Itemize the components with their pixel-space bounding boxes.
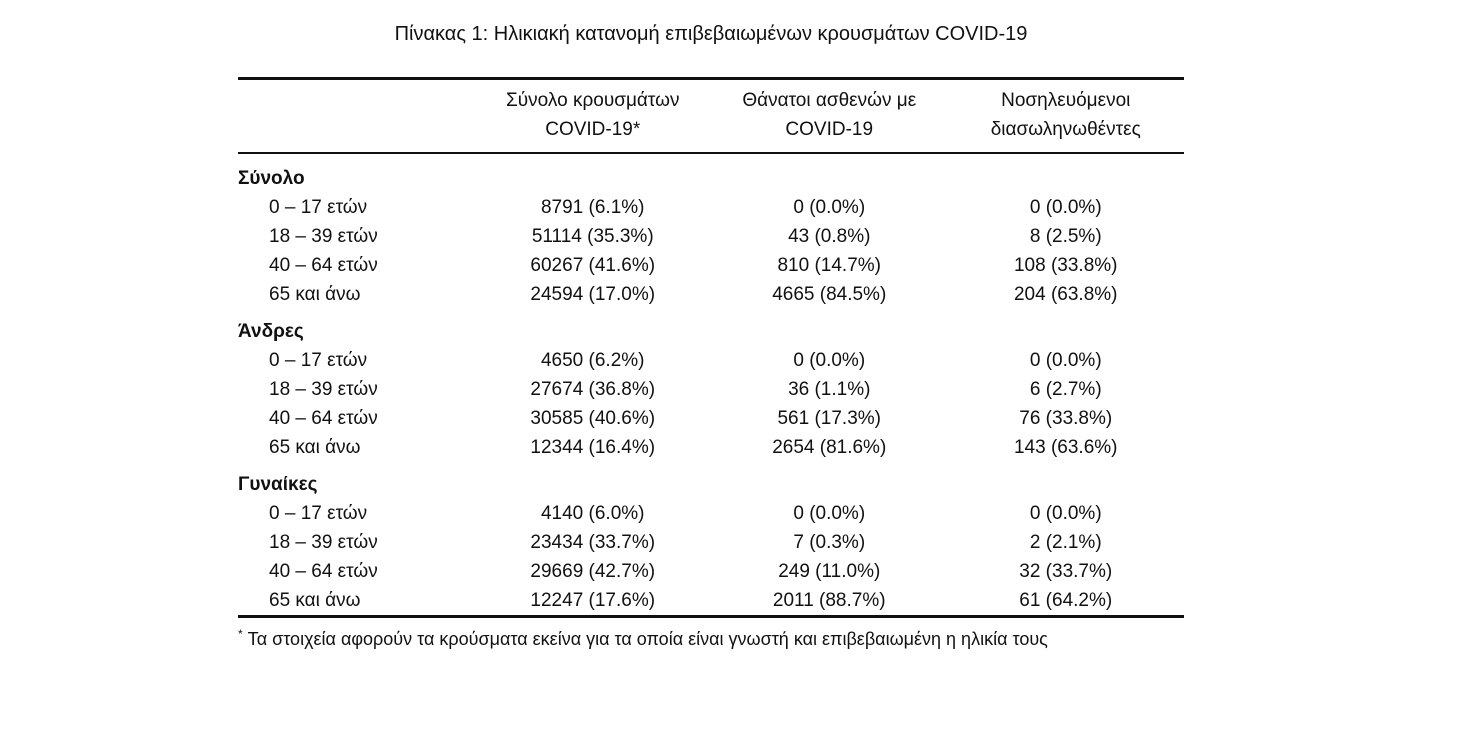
age-group-label: 65 και άνω xyxy=(269,590,361,611)
column-header-line: COVID-19* xyxy=(545,119,641,140)
section-label: Άνδρες xyxy=(238,321,304,342)
column-header-line: Θάνατοι ασθενών με xyxy=(742,90,917,111)
deaths-value: 810 (14.7%) xyxy=(777,255,881,276)
intubated-value: 0 (0.0%) xyxy=(1029,350,1102,371)
table-row: 18 – 39 ετών 23434 (33.7%) 7 (0.3%) 2 (2… xyxy=(238,528,1184,557)
column-header-line: Σύνολο κρουσμάτων xyxy=(506,90,680,111)
table-header: Σύνολο κρουσμάτων COVID-19* Θάνατοι ασθε… xyxy=(238,78,1184,154)
intubated-value: 0 (0.0%) xyxy=(1029,197,1102,218)
cases-value: 12247 (17.6%) xyxy=(530,590,656,611)
deaths-value: 0 (0.0%) xyxy=(793,503,866,524)
table-row: 40 – 64 ετών 30585 (40.6%) 561 (17.3%) 7… xyxy=(238,404,1184,433)
column-header-line: Νοσηλευόμενοι xyxy=(1001,90,1131,111)
table-row: 0 – 17 ετών 4650 (6.2%) 0 (0.0%) 0 (0.0%… xyxy=(238,346,1184,375)
age-group-label: 18 – 39 ετών xyxy=(269,532,378,553)
cases-value: 8791 (6.1%) xyxy=(540,197,645,218)
cases-value: 51114 (35.3%) xyxy=(531,226,654,247)
cases-value: 12344 (16.4%) xyxy=(530,437,656,458)
intubated-value: 76 (33.8%) xyxy=(1019,408,1113,429)
section-row-men: Άνδρες xyxy=(238,309,1184,346)
table-row: 65 και άνω 12344 (16.4%) 2654 (81.6%) 14… xyxy=(238,433,1184,462)
cases-value: 4650 (6.2%) xyxy=(540,350,645,371)
deaths-value: 561 (17.3%) xyxy=(777,408,881,429)
intubated-value: 0 (0.0%) xyxy=(1029,503,1102,524)
age-group-label: 18 – 39 ετών xyxy=(269,226,378,247)
deaths-value: 249 (11.0%) xyxy=(778,561,881,582)
deaths-value: 2011 (88.7%) xyxy=(772,590,886,611)
deaths-value: 0 (0.0%) xyxy=(793,350,866,371)
intubated-value: 2 (2.1%) xyxy=(1029,532,1102,553)
intubated-value: 61 (64.2%) xyxy=(1019,590,1113,611)
column-header-deaths: Θάνατοι ασθενών με COVID-19 xyxy=(711,78,948,154)
age-group-label: 40 – 64 ετών xyxy=(269,408,378,429)
table-body: Σύνολο 0 – 17 ετών 8791 (6.1%) 0 (0.0%) … xyxy=(238,153,1184,617)
covid-age-distribution-table: Σύνολο κρουσμάτων COVID-19* Θάνατοι ασθε… xyxy=(238,77,1184,618)
age-group-label: 40 – 64 ετών xyxy=(269,561,378,582)
section-row-total: Σύνολο xyxy=(238,153,1184,193)
table-row: 18 – 39 ετών 27674 (36.8%) 36 (1.1%) 6 (… xyxy=(238,375,1184,404)
intubated-value: 8 (2.5%) xyxy=(1029,226,1102,247)
section-label: Σύνολο xyxy=(238,168,305,189)
footnote: * Τα στοιχεία αφορούν τα κρούσματα εκείνα… xyxy=(238,622,1184,651)
intubated-value: 204 (63.8%) xyxy=(1013,284,1118,305)
cases-value: 23434 (33.7%) xyxy=(530,532,656,553)
footnote-asterisk-marker: * xyxy=(238,627,243,641)
column-header-rowlabel xyxy=(238,78,475,154)
table-row: 0 – 17 ετών 4140 (6.0%) 0 (0.0%) 0 (0.0%… xyxy=(238,499,1184,528)
table-row: 65 και άνω 24594 (17.0%) 4665 (84.5%) 20… xyxy=(238,280,1184,309)
intubated-value: 108 (33.8%) xyxy=(1013,255,1118,276)
section-label: Γυναίκες xyxy=(238,474,318,495)
age-group-label: 0 – 17 ετών xyxy=(269,503,368,524)
cases-value: 24594 (17.0%) xyxy=(530,284,656,305)
table-row: 18 – 39 ετών 51114 (35.3%) 43 (0.8%) 8 (… xyxy=(238,222,1184,251)
table-row: 40 – 64 ετών 60267 (41.6%) 810 (14.7%) 1… xyxy=(238,251,1184,280)
deaths-value: 4665 (84.5%) xyxy=(772,284,887,305)
column-header-line: διασωληνωθέντες xyxy=(990,119,1141,140)
age-group-label: 65 και άνω xyxy=(269,284,361,305)
cases-value: 27674 (36.8%) xyxy=(530,379,656,400)
cases-value: 30585 (40.6%) xyxy=(530,408,656,429)
column-header-intubated: Νοσηλευόμενοι διασωληνωθέντες xyxy=(947,78,1184,154)
table-row: 65 και άνω 12247 (17.6%) 2011 (88.7%) 61… xyxy=(238,586,1184,617)
age-group-label: 65 και άνω xyxy=(269,437,361,458)
intubated-value: 32 (33.7%) xyxy=(1019,561,1113,582)
column-header-total-cases: Σύνολο κρουσμάτων COVID-19* xyxy=(474,78,711,154)
intubated-value: 143 (63.6%) xyxy=(1013,437,1118,458)
page-title: Πίνακας 1: Ηλικιακή κατανομή επιβεβαιωμέ… xyxy=(394,23,1028,45)
deaths-value: 36 (1.1%) xyxy=(788,379,871,400)
age-group-label: 0 – 17 ετών xyxy=(269,197,368,218)
table-row: 0 – 17 ετών 8791 (6.1%) 0 (0.0%) 0 (0.0%… xyxy=(238,193,1184,222)
age-group-label: 0 – 17 ετών xyxy=(269,350,368,371)
age-group-label: 18 – 39 ετών xyxy=(269,379,378,400)
table-row: 40 – 64 ετών 29669 (42.7%) 249 (11.0%) 3… xyxy=(238,557,1184,586)
deaths-value: 0 (0.0%) xyxy=(793,197,866,218)
deaths-value: 7 (0.3%) xyxy=(793,532,866,553)
document-page: Πίνακας 1: Ηλικιακή κατανομή επιβεβαιωμέ… xyxy=(238,22,1184,651)
age-group-label: 40 – 64 ετών xyxy=(269,255,378,276)
header-row: Σύνολο κρουσμάτων COVID-19* Θάνατοι ασθε… xyxy=(238,78,1184,154)
cases-value: 29669 (42.7%) xyxy=(530,561,656,582)
cases-value: 4140 (6.0%) xyxy=(540,503,645,524)
column-header-line: COVID-19 xyxy=(785,119,874,140)
footnote-text: Τα στοιχεία αφορούν τα κρούσματα εκείνα … xyxy=(247,629,1048,649)
section-row-women: Γυναίκες xyxy=(238,462,1184,499)
intubated-value: 6 (2.7%) xyxy=(1029,379,1102,400)
deaths-value: 43 (0.8%) xyxy=(788,226,871,247)
deaths-value: 2654 (81.6%) xyxy=(772,437,887,458)
cases-value: 60267 (41.6%) xyxy=(530,255,656,276)
